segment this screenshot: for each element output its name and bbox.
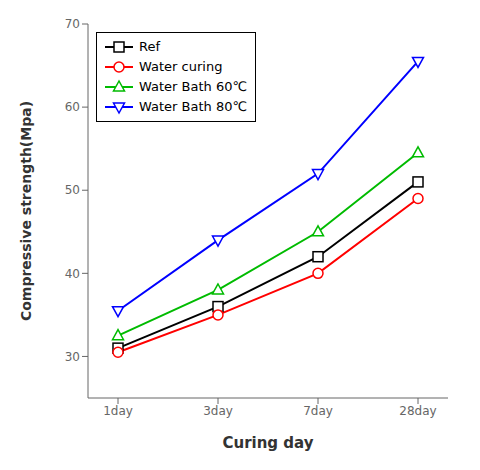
- svg-text:40: 40: [65, 267, 80, 281]
- html-text:Water curing: Water curing: [139, 59, 223, 74]
- svg-text:60: 60: [65, 100, 80, 114]
- svg-text:30: 30: [65, 350, 80, 364]
- html-text:Ref: Ref: [139, 39, 160, 54]
- svg-text:28day: 28day: [399, 404, 436, 418]
- svg-text:7day: 7day: [303, 404, 333, 418]
- html-text:Water Bath 60℃: Water Bath 60℃: [139, 79, 248, 94]
- svg-text:1day: 1day: [103, 404, 133, 418]
- svg-text:50: 50: [65, 183, 80, 197]
- svg-text:70: 70: [65, 17, 80, 31]
- html-text:Water Bath 80℃: Water Bath 80℃: [139, 99, 248, 114]
- svg-text:3day: 3day: [203, 404, 233, 418]
- svg-text:Compressive strength(Mpa): Compressive strength(Mpa): [18, 101, 34, 321]
- svg-text:Curing day: Curing day: [222, 434, 313, 452]
